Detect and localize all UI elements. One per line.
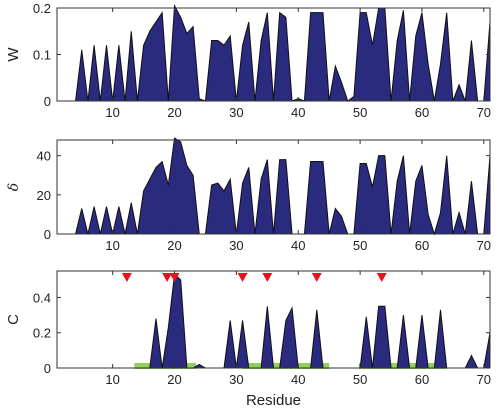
- marker-triangle-1: [121, 273, 132, 282]
- panel-w: 10 20 30 40 50 60 70 0 0.1 0.2 W: [5, 1, 491, 120]
- x-tick-label-w: 20: [167, 105, 181, 120]
- y-tick-label-c: 0.4: [33, 290, 51, 305]
- x-tick-label-c: 40: [291, 372, 305, 387]
- y-axis-title-w: W: [5, 47, 22, 62]
- x-tick-label-c: 60: [415, 372, 429, 387]
- x-tick-label-c: 70: [477, 372, 491, 387]
- axes-box-c: [56, 270, 491, 369]
- y-axis-title-c: C: [5, 314, 22, 325]
- x-tick-label-delta: 20: [167, 238, 181, 253]
- x-tick-label-delta: 70: [477, 238, 491, 253]
- x-tick-label-delta: 60: [415, 238, 429, 253]
- y-tick-label-delta: 20: [37, 188, 51, 203]
- c-series-area: [57, 273, 491, 369]
- y-tick-label-w: 0.1: [33, 48, 51, 63]
- y-tick-label-delta: 0: [44, 227, 51, 242]
- w-series-area: [57, 3, 491, 102]
- x-tick-label-w: 60: [415, 105, 429, 120]
- panel-c: 10 20 30 40 50 60 70 0 0.2 0.4 C Residue: [5, 270, 491, 409]
- y-tick-label-w: 0: [44, 94, 51, 109]
- x-tick-label-delta: 50: [353, 238, 367, 253]
- marker-triangle-2: [162, 273, 173, 282]
- x-tick-label-w: 30: [229, 105, 243, 120]
- x-tick-label-delta: 40: [291, 238, 305, 253]
- x-tick-label-w: 70: [477, 105, 491, 120]
- y-axis-title-delta: δ: [6, 183, 22, 191]
- x-tick-label-c: 20: [167, 372, 181, 387]
- x-tick-label-delta: 10: [105, 238, 119, 253]
- marker-triangle-5: [262, 273, 273, 282]
- marker-triangle-3: [169, 273, 180, 282]
- marker-triangle-6: [311, 273, 322, 282]
- delta-series-area: [57, 137, 491, 236]
- x-tick-label-w: 50: [353, 105, 367, 120]
- y-tick-label-c: 0: [44, 361, 51, 376]
- panel-delta: 10 20 30 40 50 60 70 0 20 40 δ: [6, 137, 491, 253]
- y-tick-label-c: 0.2: [33, 326, 51, 341]
- x-tick-label-c: 10: [105, 372, 119, 387]
- axes-box-delta: [56, 139, 491, 235]
- marker-triangle-4: [237, 273, 248, 282]
- x-axis-title: Residue: [246, 392, 301, 409]
- y-tick-label-w: 0.2: [33, 1, 51, 16]
- x-tick-label-w: 40: [291, 105, 305, 120]
- y-tick-label-delta: 40: [37, 149, 51, 164]
- marker-triangle-7: [376, 273, 387, 282]
- x-tick-label-c: 30: [229, 372, 243, 387]
- x-tick-label-delta: 30: [229, 238, 243, 253]
- x-tick-label-w: 10: [105, 105, 119, 120]
- x-tick-label-c: 50: [353, 372, 367, 387]
